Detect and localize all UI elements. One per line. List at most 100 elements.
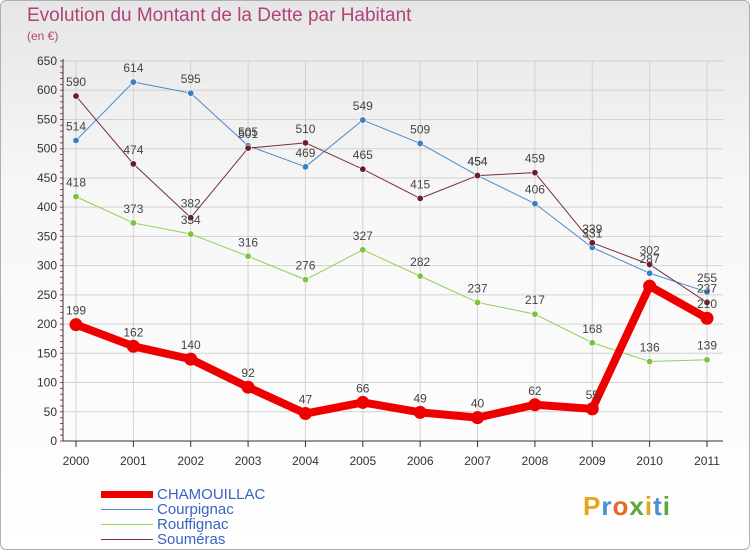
data-label-courpignac: 514 xyxy=(66,120,86,134)
data-label-rouffignac: 373 xyxy=(123,202,143,216)
data-label-courpignac: 614 xyxy=(123,61,143,75)
data-point-chamouillac xyxy=(413,405,427,419)
data-label-rouffignac: 136 xyxy=(640,340,660,354)
x-tick-label: 2005 xyxy=(349,454,376,468)
legend-item: Courpignac xyxy=(101,502,265,517)
logo-letter: i xyxy=(644,491,654,521)
data-point-soum-ras xyxy=(244,144,252,152)
data-point-soum-ras xyxy=(416,194,424,202)
y-tick-label: 350 xyxy=(37,229,57,243)
y-tick-label: 500 xyxy=(37,142,57,156)
data-point-soum-ras xyxy=(703,298,711,306)
x-tick-label: 2011 xyxy=(694,454,720,468)
data-label-chamouillac: 92 xyxy=(241,366,255,380)
data-point-rouffignac xyxy=(703,356,711,364)
data-point-rouffignac xyxy=(72,193,80,201)
data-label-chamouillac: 55 xyxy=(586,388,600,402)
x-tick-label: 2007 xyxy=(464,454,491,468)
y-tick-label: 400 xyxy=(37,200,57,214)
data-label-courpignac: 406 xyxy=(525,183,545,197)
x-tick-label: 2004 xyxy=(292,454,319,468)
x-tick-label: 2006 xyxy=(407,454,434,468)
legend-swatch xyxy=(101,491,153,498)
data-point-soum-ras xyxy=(301,139,309,147)
data-point-chamouillac xyxy=(298,407,312,421)
legend-swatch xyxy=(101,524,153,525)
data-label-courpignac: 549 xyxy=(353,99,373,113)
data-point-rouffignac xyxy=(646,357,654,365)
legend-item: Souméras xyxy=(101,532,265,547)
logo-letter: t xyxy=(653,491,663,521)
data-point-rouffignac xyxy=(187,230,195,238)
data-label-rouffignac: 327 xyxy=(353,229,373,243)
data-label-soum-ras: 415 xyxy=(410,177,430,191)
legend-label: Courpignac xyxy=(157,501,234,518)
data-label-rouffignac: 316 xyxy=(238,235,258,249)
data-point-chamouillac xyxy=(643,279,657,293)
series-line-chamouillac xyxy=(72,282,711,422)
data-label-chamouillac: 62 xyxy=(528,384,542,398)
y-tick-label: 650 xyxy=(37,54,57,68)
data-label-soum-ras: 237 xyxy=(697,281,717,295)
chart-title: Evolution du Montant de la Dette par Hab… xyxy=(27,5,412,26)
data-label-soum-ras: 501 xyxy=(238,127,258,141)
data-point-courpignac xyxy=(72,137,80,145)
data-point-soum-ras xyxy=(187,214,195,222)
data-point-rouffignac xyxy=(244,252,252,260)
data-point-chamouillac xyxy=(69,318,83,332)
data-point-chamouillac xyxy=(471,411,485,425)
data-point-rouffignac xyxy=(359,246,367,254)
data-point-chamouillac xyxy=(700,311,714,325)
data-label-soum-ras: 454 xyxy=(468,155,488,169)
data-point-chamouillac xyxy=(241,380,255,394)
data-label-rouffignac: 139 xyxy=(697,339,717,353)
data-label-rouffignac: 354 xyxy=(181,213,201,227)
legend-label: Rouffignac xyxy=(157,516,229,533)
data-label-rouffignac: 282 xyxy=(410,255,430,269)
data-label-soum-ras: 302 xyxy=(640,243,660,257)
logo-letter: i xyxy=(662,491,671,521)
legend-swatch xyxy=(101,509,153,510)
chart-unit: (en €) xyxy=(27,29,59,43)
proxiti-logo: Proxiti xyxy=(583,491,671,522)
data-label-rouffignac: 168 xyxy=(582,322,602,336)
data-label-chamouillac: 210 xyxy=(697,297,717,311)
x-tick-label: 2008 xyxy=(522,454,549,468)
data-point-courpignac xyxy=(187,89,195,97)
data-label-chamouillac: 66 xyxy=(356,381,370,395)
data-label-rouffignac: 418 xyxy=(66,176,86,190)
data-point-courpignac xyxy=(531,200,539,208)
y-tick-label: 250 xyxy=(37,288,57,302)
data-point-chamouillac xyxy=(585,402,599,416)
data-point-soum-ras xyxy=(72,92,80,100)
line-chart: 0 50 100 150 200 250 300 350 400 450 500 550 600 650 2… xyxy=(37,54,723,468)
data-point-rouffignac xyxy=(474,298,482,306)
x-tick-label: 2002 xyxy=(177,454,204,468)
data-label-chamouillac: 49 xyxy=(414,391,428,405)
y-tick-label: 600 xyxy=(37,83,57,97)
data-label-soum-ras: 465 xyxy=(353,148,373,162)
data-label-rouffignac: 237 xyxy=(468,281,488,295)
series-line-rouffignac xyxy=(75,196,708,362)
data-label-courpignac: 331 xyxy=(582,226,602,240)
y-tick-label: 550 xyxy=(37,112,57,126)
data-point-courpignac xyxy=(646,269,654,277)
y-tick-label: 300 xyxy=(37,259,57,273)
data-point-chamouillac xyxy=(356,395,370,409)
legend-item: Rouffignac xyxy=(101,517,265,532)
data-point-courpignac xyxy=(703,288,711,296)
data-label-soum-ras: 590 xyxy=(66,75,86,89)
data-label-courpignac: 469 xyxy=(295,146,315,160)
chart-legend: CHAMOUILLAC Courpignac Rouffignac Souméras xyxy=(101,487,265,547)
data-label-rouffignac: 217 xyxy=(525,293,545,307)
y-tick-label: 0 xyxy=(50,434,57,448)
data-point-courpignac xyxy=(416,139,424,147)
logo-letter: o xyxy=(612,491,630,521)
data-point-chamouillac xyxy=(184,352,198,366)
y-tick-label: 150 xyxy=(37,346,57,360)
data-label-courpignac: 595 xyxy=(181,72,201,86)
data-label-soum-ras: 382 xyxy=(181,197,201,211)
series-line-soum-ras xyxy=(75,95,708,303)
data-point-soum-ras xyxy=(646,260,654,268)
